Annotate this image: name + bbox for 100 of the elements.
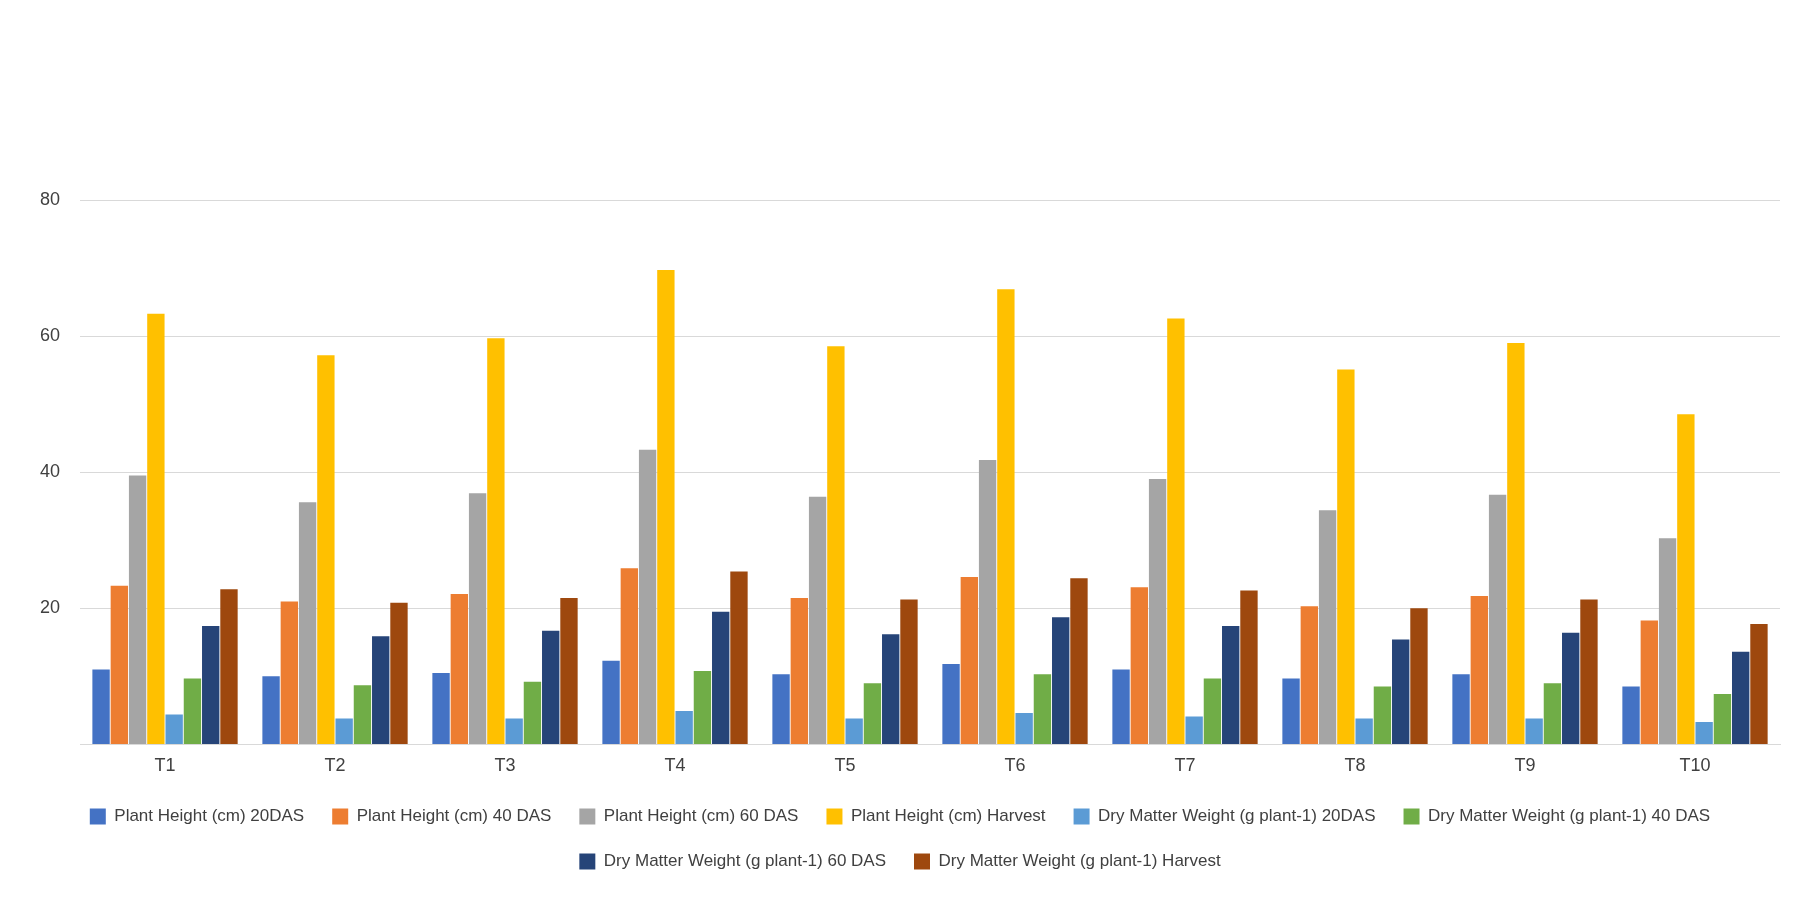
bar	[657, 270, 675, 744]
bar	[1750, 623, 1768, 744]
y-tick-label: 80	[39, 188, 61, 209]
bar	[1562, 632, 1580, 744]
bar	[1130, 587, 1148, 744]
bar	[1222, 625, 1240, 744]
bar	[1240, 590, 1258, 744]
legend-label: Plant Height (cm) 40 DAS	[356, 806, 552, 826]
bar	[432, 672, 450, 744]
bar	[298, 502, 317, 744]
bar	[638, 449, 657, 744]
bar	[390, 602, 408, 744]
legend-label: Dry Matter Weight (g plant-1) 40 DAS	[1428, 806, 1711, 826]
bar	[353, 685, 372, 744]
bar	[372, 636, 390, 744]
bar	[900, 599, 918, 744]
bar	[220, 589, 238, 744]
x-tick-label: T9	[1514, 755, 1536, 776]
bar	[1488, 494, 1507, 744]
bar	[450, 594, 469, 744]
bar	[675, 711, 693, 744]
bar	[882, 634, 900, 744]
x-tick-label: T10	[1679, 755, 1711, 776]
bar	[693, 670, 712, 744]
bar	[1282, 678, 1300, 744]
bar	[1148, 479, 1167, 744]
bar	[1622, 686, 1640, 744]
bar	[1392, 639, 1410, 744]
bar	[1070, 578, 1088, 744]
x-tick-label: T4	[664, 755, 686, 776]
x-tick-label: T2	[324, 755, 346, 776]
bar	[602, 660, 620, 744]
bar	[960, 577, 978, 744]
bar	[1713, 694, 1732, 744]
bar	[1318, 510, 1337, 744]
bar	[1300, 606, 1318, 744]
bar	[1185, 716, 1203, 744]
bar	[262, 676, 280, 744]
legend-label: Dry Matter Weight (g plant-1) 60 DAS	[603, 851, 887, 871]
bar	[827, 346, 845, 744]
bar	[845, 718, 863, 744]
bar	[1507, 342, 1525, 744]
bar	[1580, 599, 1598, 744]
bar	[523, 681, 542, 744]
bar	[730, 571, 748, 744]
legend-label: Plant Height (cm) 20DAS	[114, 806, 305, 826]
bar	[165, 714, 183, 744]
legend-label: Plant Height (cm) Harvest	[850, 806, 1046, 826]
x-tick-label: T1	[154, 755, 176, 776]
x-tick-label: T7	[1174, 755, 1196, 776]
bar	[468, 493, 487, 744]
y-tick-label: 20	[39, 597, 61, 618]
bar	[1640, 620, 1658, 744]
legend-label: Dry Matter Weight (g plant-1) Harvest	[938, 851, 1221, 871]
bar	[92, 669, 110, 744]
bar	[1167, 318, 1185, 744]
bar	[1052, 617, 1070, 744]
bar	[712, 611, 730, 744]
bar	[505, 718, 523, 744]
bar	[1112, 669, 1130, 744]
legend-label: Plant Height (cm) 60 DAS	[603, 806, 799, 826]
x-tick-label: T5	[834, 755, 856, 776]
bar	[772, 674, 790, 744]
bar	[202, 625, 220, 744]
bar	[542, 630, 560, 744]
bar	[1033, 674, 1052, 744]
bar	[335, 718, 353, 744]
bar	[790, 598, 809, 744]
legend-label: Dry Matter Weight (g plant-1) 20DAS	[1098, 806, 1376, 826]
bar	[1203, 678, 1222, 744]
bar	[997, 289, 1015, 744]
bar	[620, 568, 639, 744]
bar	[1355, 718, 1373, 744]
bar	[1695, 721, 1713, 744]
bar	[487, 338, 505, 744]
bar	[147, 313, 165, 744]
bar	[1543, 683, 1562, 744]
x-tick-label: T6	[1004, 755, 1026, 776]
x-tick-label: T8	[1344, 755, 1366, 776]
bar	[1337, 369, 1355, 744]
bar	[1732, 651, 1750, 744]
bar	[317, 355, 335, 744]
bar	[942, 664, 960, 744]
bar	[808, 496, 827, 744]
bar	[1470, 596, 1488, 744]
bar	[128, 475, 147, 744]
y-tick-label: 40	[39, 461, 61, 482]
bar	[1525, 718, 1543, 744]
x-tick-label: T3	[494, 755, 516, 776]
bar	[863, 683, 882, 744]
bar	[560, 598, 578, 744]
bar	[1658, 538, 1677, 744]
bar	[183, 678, 202, 744]
y-tick-label: 60	[39, 325, 61, 346]
bar	[110, 585, 129, 744]
bar	[1677, 414, 1695, 744]
bar	[280, 601, 299, 744]
bar	[1015, 713, 1033, 744]
bar	[978, 459, 997, 744]
bar	[1373, 686, 1392, 744]
